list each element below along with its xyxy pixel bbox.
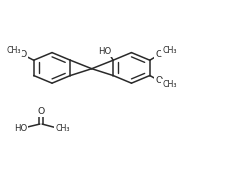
Text: O: O	[20, 50, 27, 59]
Text: CH₃: CH₃	[56, 124, 70, 133]
Text: CH₃: CH₃	[162, 80, 177, 89]
Text: HO: HO	[98, 47, 112, 56]
Text: O: O	[155, 76, 163, 85]
Text: O: O	[155, 50, 163, 59]
Text: CH₃: CH₃	[162, 46, 177, 55]
Text: CH₃: CH₃	[7, 46, 21, 55]
Text: O: O	[37, 107, 45, 116]
Text: HO: HO	[14, 124, 27, 133]
